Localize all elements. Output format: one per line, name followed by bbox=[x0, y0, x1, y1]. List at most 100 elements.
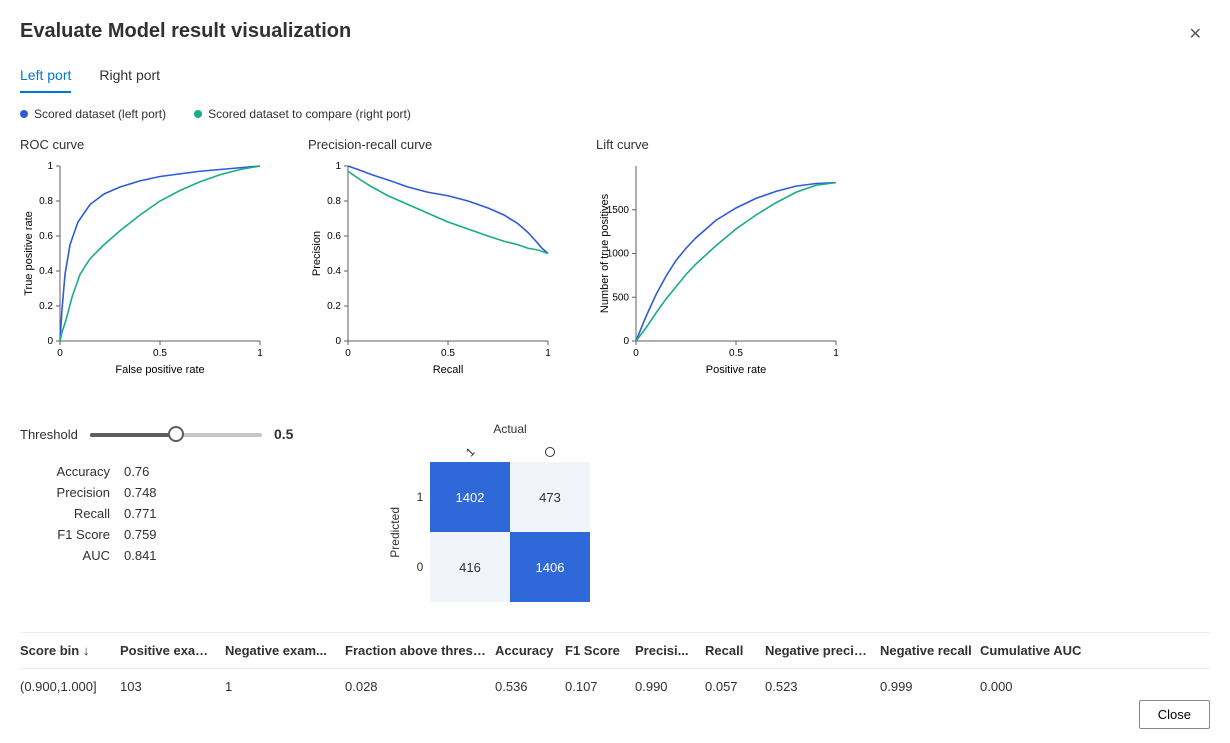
port-tabs: Left port Right port bbox=[20, 61, 1210, 93]
svg-text:Precision: Precision bbox=[311, 231, 323, 276]
svg-text:0.6: 0.6 bbox=[39, 231, 53, 242]
svg-text:1: 1 bbox=[47, 161, 53, 172]
pr-chart-svg: 0 0.2 0.4 0.6 0.8 1 0 0.5 1 Recall Precision bbox=[308, 158, 556, 389]
lift-chart-title: Lift curve bbox=[596, 137, 844, 152]
table-column-header[interactable]: F1 Score bbox=[565, 643, 635, 658]
svg-text:0: 0 bbox=[633, 348, 639, 359]
svg-text:1: 1 bbox=[257, 348, 263, 359]
svg-text:0: 0 bbox=[57, 348, 63, 359]
metric-value: 0.771 bbox=[124, 506, 300, 521]
tab-left-port[interactable]: Left port bbox=[20, 61, 71, 93]
svg-text:0.5: 0.5 bbox=[729, 348, 743, 359]
svg-text:0.2: 0.2 bbox=[39, 301, 53, 312]
svg-text:Recall: Recall bbox=[433, 364, 464, 376]
confusion-cell: 1406 bbox=[510, 532, 590, 602]
table-cell: 0.536 bbox=[495, 679, 565, 694]
table-header[interactable]: Score bin ↓Positive exam...Negative exam… bbox=[20, 633, 1210, 668]
svg-text:0.6: 0.6 bbox=[327, 231, 341, 242]
metric-value: 0.841 bbox=[124, 548, 300, 563]
table-cell: 0.057 bbox=[705, 679, 765, 694]
svg-text:0.2: 0.2 bbox=[327, 301, 341, 312]
confusion-row-label: 0 bbox=[417, 560, 424, 574]
svg-text:0.8: 0.8 bbox=[327, 196, 341, 207]
table-column-header[interactable]: Negative exam... bbox=[225, 643, 345, 658]
chart-legend: Scored dataset (left port) Scored datase… bbox=[20, 107, 1210, 121]
threshold-panel: Threshold 0.5 Accuracy 0.76 Precision 0.748… bbox=[20, 422, 300, 563]
table-column-header[interactable]: Cumulative AUC bbox=[980, 643, 1090, 658]
lift-chart: Lift curve 05001000150000.51Positive rat… bbox=[596, 137, 844, 392]
svg-text:0.5: 0.5 bbox=[441, 348, 455, 359]
table-cell: 0.999 bbox=[880, 679, 980, 694]
confusion-predicted-label: Predicted bbox=[388, 507, 402, 558]
table-column-header[interactable]: Recall bbox=[705, 643, 765, 658]
svg-text:0: 0 bbox=[623, 336, 629, 347]
tab-right-port[interactable]: Right port bbox=[99, 61, 160, 93]
metric-label: Recall bbox=[30, 506, 110, 521]
confusion-matrix: Actual Predicted11140247304161406 bbox=[380, 422, 590, 602]
svg-text:0.5: 0.5 bbox=[153, 348, 167, 359]
table-column-header[interactable]: Negative recall bbox=[880, 643, 980, 658]
table-column-header[interactable]: Positive exam... bbox=[120, 643, 225, 658]
confusion-actual-label: Actual bbox=[430, 422, 590, 436]
metric-label: F1 Score bbox=[30, 527, 110, 542]
roc-chart-svg: 0 0.2 0.4 0.6 0.8 1 0 0.5 1 False positive rate Tr… bbox=[20, 158, 268, 389]
table-cell: 103 bbox=[120, 679, 225, 694]
table-column-header[interactable]: Score bin ↓ bbox=[20, 643, 120, 658]
table-cell: 1 bbox=[225, 679, 345, 694]
metric-label: Precision bbox=[30, 485, 110, 500]
roc-chart-title: ROC curve bbox=[20, 137, 268, 152]
table-column-header[interactable]: Negative precisi... bbox=[765, 643, 880, 658]
table-column-header[interactable]: Precisi... bbox=[635, 643, 705, 658]
close-icon[interactable]: ✕ bbox=[1181, 20, 1210, 48]
confusion-row-label: 1 bbox=[417, 490, 424, 504]
table-cell: 0.990 bbox=[635, 679, 705, 694]
close-button[interactable]: Close bbox=[1139, 700, 1210, 729]
legend-label-left: Scored dataset (left port) bbox=[34, 107, 166, 121]
svg-text:0: 0 bbox=[335, 336, 341, 347]
table-cell: (0.900,1.000] bbox=[20, 679, 120, 694]
threshold-slider[interactable] bbox=[90, 422, 262, 446]
confusion-col-label: 1 bbox=[463, 445, 478, 460]
pr-chart: Precision-recall curve 0 0.2 0.4 0.6 0.8 1 0 0.… bbox=[308, 137, 556, 392]
svg-text:0.8: 0.8 bbox=[39, 196, 53, 207]
metric-value: 0.76 bbox=[124, 464, 300, 479]
legend-dot-left bbox=[20, 110, 28, 118]
legend-dot-right bbox=[194, 110, 202, 118]
threshold-value: 0.5 bbox=[274, 426, 300, 442]
table-cell: 0.000 bbox=[980, 679, 1090, 694]
table-column-header[interactable]: Fraction above thresh... bbox=[345, 643, 495, 658]
svg-text:1: 1 bbox=[335, 161, 341, 172]
svg-text:1: 1 bbox=[545, 348, 551, 359]
lift-chart-svg: 05001000150000.51Positive rateNumber of … bbox=[596, 158, 844, 389]
table-column-header[interactable]: Accuracy bbox=[495, 643, 565, 658]
table-row[interactable]: (0.900,1.000]10310.0280.5360.1070.9900.0… bbox=[20, 668, 1210, 704]
page-title: Evaluate Model result visualization bbox=[20, 20, 351, 43]
score-bin-table: Score bin ↓Positive exam...Negative exam… bbox=[20, 632, 1210, 704]
legend-item-left: Scored dataset (left port) bbox=[20, 107, 166, 121]
table-cell: 0.028 bbox=[345, 679, 495, 694]
svg-text:False positive rate: False positive rate bbox=[115, 364, 204, 376]
svg-text:0.4: 0.4 bbox=[39, 266, 53, 277]
svg-text:Positive rate: Positive rate bbox=[706, 364, 767, 376]
metric-value: 0.748 bbox=[124, 485, 300, 500]
confusion-cell: 1402 bbox=[430, 462, 510, 532]
legend-item-right: Scored dataset to compare (right port) bbox=[194, 107, 411, 121]
svg-text:0: 0 bbox=[47, 336, 53, 347]
svg-text:Number of true positives: Number of true positives bbox=[599, 193, 611, 313]
svg-text:True positive rate: True positive rate bbox=[23, 211, 35, 296]
metric-label: Accuracy bbox=[30, 464, 110, 479]
slider-thumb-icon[interactable] bbox=[168, 426, 184, 442]
legend-label-right: Scored dataset to compare (right port) bbox=[208, 107, 411, 121]
metrics-list: Accuracy 0.76 Precision 0.748 Recall 0.771 F1 … bbox=[30, 464, 300, 563]
metric-value: 0.759 bbox=[124, 527, 300, 542]
metric-label: AUC bbox=[30, 548, 110, 563]
svg-text:500: 500 bbox=[612, 292, 629, 303]
confusion-cell: 473 bbox=[510, 462, 590, 532]
roc-chart: ROC curve 0 0.2 0.4 0.6 0.8 1 0 0.5 1 False posit… bbox=[20, 137, 268, 392]
pr-chart-title: Precision-recall curve bbox=[308, 137, 556, 152]
svg-text:0.4: 0.4 bbox=[327, 266, 341, 277]
threshold-label: Threshold bbox=[20, 427, 78, 442]
table-cell: 0.523 bbox=[765, 679, 880, 694]
confusion-col-label bbox=[545, 447, 555, 457]
svg-text:0: 0 bbox=[345, 348, 351, 359]
